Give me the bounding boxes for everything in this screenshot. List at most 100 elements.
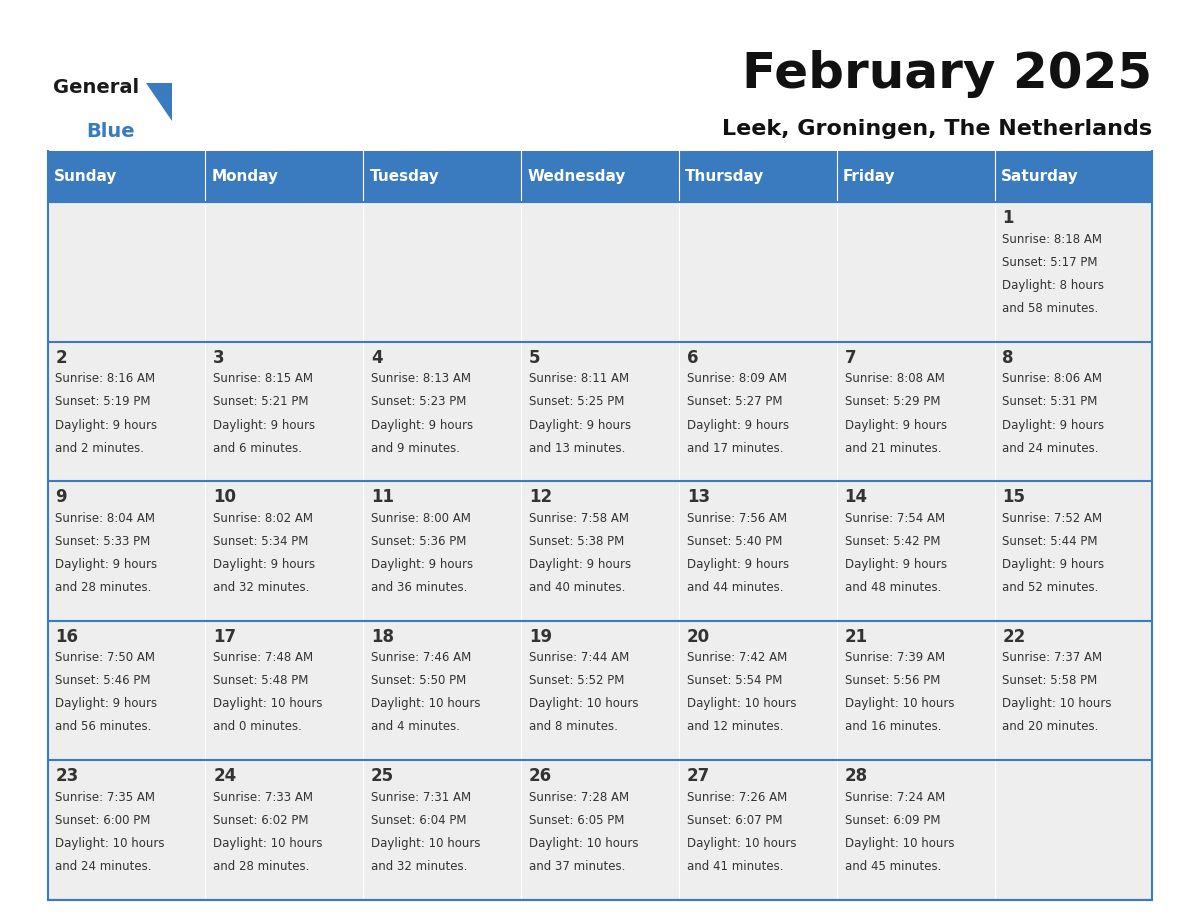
Text: and 32 minutes.: and 32 minutes. xyxy=(213,581,310,594)
Text: Daylight: 10 hours: Daylight: 10 hours xyxy=(213,698,323,711)
Text: and 44 minutes.: and 44 minutes. xyxy=(687,581,783,594)
Text: and 20 minutes.: and 20 minutes. xyxy=(1003,721,1099,733)
Text: and 58 minutes.: and 58 minutes. xyxy=(1003,302,1099,315)
Text: Sunrise: 7:54 AM: Sunrise: 7:54 AM xyxy=(845,512,944,525)
Text: and 36 minutes.: and 36 minutes. xyxy=(371,581,467,594)
Text: and 4 minutes.: and 4 minutes. xyxy=(371,721,460,733)
Text: Sunset: 5:19 PM: Sunset: 5:19 PM xyxy=(56,396,151,409)
Bar xyxy=(994,760,1152,900)
Text: Sunrise: 7:39 AM: Sunrise: 7:39 AM xyxy=(845,652,944,665)
Text: Sunset: 6:04 PM: Sunset: 6:04 PM xyxy=(371,814,467,827)
Text: Sunset: 5:31 PM: Sunset: 5:31 PM xyxy=(1003,396,1098,409)
Bar xyxy=(48,481,206,621)
Bar xyxy=(364,760,522,900)
Text: and 17 minutes.: and 17 minutes. xyxy=(687,442,783,454)
Text: Sunset: 6:07 PM: Sunset: 6:07 PM xyxy=(687,814,782,827)
Bar xyxy=(48,760,206,900)
Text: Sunset: 6:05 PM: Sunset: 6:05 PM xyxy=(529,814,624,827)
Text: and 2 minutes.: and 2 minutes. xyxy=(56,442,145,454)
Text: 18: 18 xyxy=(371,628,394,645)
Text: Sunrise: 7:50 AM: Sunrise: 7:50 AM xyxy=(56,652,156,665)
Text: and 52 minutes.: and 52 minutes. xyxy=(1003,581,1099,594)
Text: Daylight: 10 hours: Daylight: 10 hours xyxy=(371,698,481,711)
Text: 10: 10 xyxy=(213,488,236,506)
Bar xyxy=(364,202,522,341)
Text: Daylight: 9 hours: Daylight: 9 hours xyxy=(213,558,315,571)
Text: 22: 22 xyxy=(1003,628,1025,645)
Text: Sunset: 5:29 PM: Sunset: 5:29 PM xyxy=(845,396,940,409)
Bar xyxy=(678,341,836,481)
Bar xyxy=(836,481,994,621)
Text: 6: 6 xyxy=(687,349,699,367)
Text: February 2025: February 2025 xyxy=(742,50,1152,98)
Text: and 48 minutes.: and 48 minutes. xyxy=(845,581,941,594)
Text: 28: 28 xyxy=(845,767,867,785)
Text: 15: 15 xyxy=(1003,488,1025,506)
Text: Sunset: 5:25 PM: Sunset: 5:25 PM xyxy=(529,396,624,409)
Text: Sunset: 5:46 PM: Sunset: 5:46 PM xyxy=(56,675,151,688)
Text: Sunrise: 7:44 AM: Sunrise: 7:44 AM xyxy=(529,652,630,665)
Text: Sunset: 5:36 PM: Sunset: 5:36 PM xyxy=(371,535,467,548)
Text: Daylight: 10 hours: Daylight: 10 hours xyxy=(1003,698,1112,711)
Text: and 32 minutes.: and 32 minutes. xyxy=(371,860,467,873)
Bar xyxy=(994,202,1152,341)
Text: Daylight: 9 hours: Daylight: 9 hours xyxy=(529,558,631,571)
Text: 16: 16 xyxy=(56,628,78,645)
Bar xyxy=(678,151,836,202)
Text: and 21 minutes.: and 21 minutes. xyxy=(845,442,941,454)
Text: Daylight: 9 hours: Daylight: 9 hours xyxy=(687,558,789,571)
Text: and 37 minutes.: and 37 minutes. xyxy=(529,860,625,873)
Text: Sunrise: 7:31 AM: Sunrise: 7:31 AM xyxy=(371,791,472,804)
Text: Sunrise: 8:00 AM: Sunrise: 8:00 AM xyxy=(371,512,470,525)
Text: 4: 4 xyxy=(371,349,383,367)
Text: Sunrise: 8:13 AM: Sunrise: 8:13 AM xyxy=(371,373,472,386)
Text: Wednesday: Wednesday xyxy=(527,170,626,185)
Bar xyxy=(678,760,836,900)
Text: Leek, Groningen, The Netherlands: Leek, Groningen, The Netherlands xyxy=(722,119,1152,140)
Text: Sunset: 5:34 PM: Sunset: 5:34 PM xyxy=(213,535,309,548)
Text: Sunset: 5:54 PM: Sunset: 5:54 PM xyxy=(687,675,782,688)
Text: 25: 25 xyxy=(371,767,394,785)
Text: Daylight: 9 hours: Daylight: 9 hours xyxy=(687,419,789,431)
Text: Daylight: 9 hours: Daylight: 9 hours xyxy=(1003,558,1105,571)
Text: 23: 23 xyxy=(56,767,78,785)
Text: Daylight: 9 hours: Daylight: 9 hours xyxy=(529,419,631,431)
Bar xyxy=(678,202,836,341)
Text: and 56 minutes.: and 56 minutes. xyxy=(56,721,152,733)
Text: Sunset: 6:00 PM: Sunset: 6:00 PM xyxy=(56,814,151,827)
Text: and 28 minutes.: and 28 minutes. xyxy=(56,581,152,594)
Text: 21: 21 xyxy=(845,628,867,645)
Text: Sunset: 6:02 PM: Sunset: 6:02 PM xyxy=(213,814,309,827)
Text: 1: 1 xyxy=(1003,209,1013,228)
Text: Daylight: 10 hours: Daylight: 10 hours xyxy=(845,837,954,850)
Text: Sunrise: 8:16 AM: Sunrise: 8:16 AM xyxy=(56,373,156,386)
Text: Sunrise: 7:28 AM: Sunrise: 7:28 AM xyxy=(529,791,628,804)
Text: 24: 24 xyxy=(213,767,236,785)
Text: Sunrise: 7:33 AM: Sunrise: 7:33 AM xyxy=(213,791,314,804)
Text: Sunrise: 7:35 AM: Sunrise: 7:35 AM xyxy=(56,791,156,804)
Text: Sunrise: 8:11 AM: Sunrise: 8:11 AM xyxy=(529,373,628,386)
Text: Sunrise: 7:58 AM: Sunrise: 7:58 AM xyxy=(529,512,628,525)
Text: Sunrise: 8:04 AM: Sunrise: 8:04 AM xyxy=(56,512,156,525)
Bar xyxy=(206,202,364,341)
Bar xyxy=(522,760,678,900)
Text: Sunrise: 7:52 AM: Sunrise: 7:52 AM xyxy=(1003,512,1102,525)
Text: Sunset: 5:27 PM: Sunset: 5:27 PM xyxy=(687,396,782,409)
Text: and 6 minutes.: and 6 minutes. xyxy=(213,442,302,454)
Polygon shape xyxy=(146,83,172,121)
Text: 14: 14 xyxy=(845,488,867,506)
Text: Sunset: 5:17 PM: Sunset: 5:17 PM xyxy=(1003,256,1098,269)
Text: Daylight: 10 hours: Daylight: 10 hours xyxy=(687,837,796,850)
Text: Sunrise: 8:18 AM: Sunrise: 8:18 AM xyxy=(1003,233,1102,246)
Text: Sunday: Sunday xyxy=(53,170,118,185)
Text: Daylight: 9 hours: Daylight: 9 hours xyxy=(371,419,473,431)
Bar xyxy=(48,202,206,341)
Text: Sunrise: 8:06 AM: Sunrise: 8:06 AM xyxy=(1003,373,1102,386)
Text: Daylight: 9 hours: Daylight: 9 hours xyxy=(213,419,315,431)
Bar xyxy=(836,760,994,900)
Text: Daylight: 10 hours: Daylight: 10 hours xyxy=(529,837,638,850)
Bar xyxy=(522,481,678,621)
Bar xyxy=(522,621,678,760)
Text: and 13 minutes.: and 13 minutes. xyxy=(529,442,625,454)
Bar xyxy=(836,341,994,481)
